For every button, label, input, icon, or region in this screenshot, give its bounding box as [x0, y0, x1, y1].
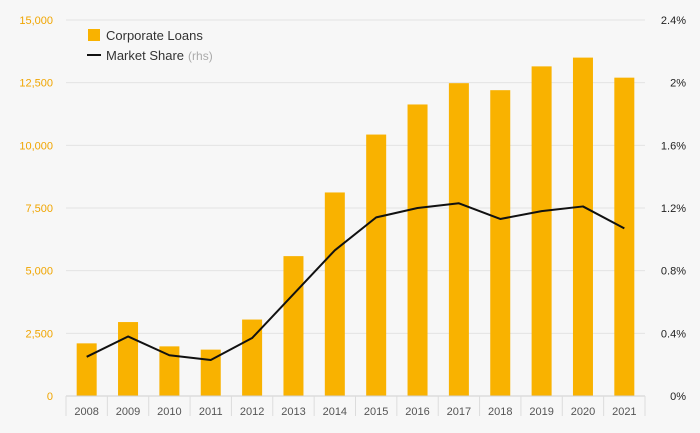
left-tick-label: 2,500 — [25, 328, 53, 340]
right-tick-label: 2% — [670, 78, 686, 90]
left-tick-label: 15,000 — [19, 15, 53, 27]
x-tick-label: 2016 — [405, 406, 429, 418]
axes — [65, 395, 646, 416]
right-tick-label: 1.2% — [661, 203, 686, 215]
market-share-line — [86, 202, 625, 361]
right-axis: 0% 0.4% 0.8% 1.2% 1.6% 2% 2.4% — [661, 15, 686, 403]
x-axis: 2008 2009 2010 2011 2012 2013 2014 2015 2016 2017… — [74, 406, 636, 418]
bar-2020 — [572, 57, 593, 396]
bar-2011 — [200, 349, 221, 396]
bar-2014 — [324, 192, 345, 396]
x-tick-label: 2019 — [529, 406, 553, 418]
bar-2008 — [76, 343, 97, 396]
x-tick-label: 2021 — [612, 406, 636, 418]
grid — [66, 19, 645, 334]
bars — [76, 57, 635, 397]
left-tick-label: 10,000 — [19, 140, 53, 152]
x-tick-label: 2008 — [74, 406, 98, 418]
left-axis: 0 2,500 5,000 7,500 10,000 12,500 15,000 — [19, 15, 53, 403]
bar-2010 — [159, 346, 180, 396]
bar-2021 — [614, 77, 635, 397]
legend-label-market-share: Market Share (rhs) — [106, 48, 213, 63]
right-tick-label: 0.8% — [661, 266, 686, 278]
legend-swatch-bar — [88, 29, 100, 41]
legend-label-rhs: (rhs) — [188, 49, 213, 63]
x-tick-label: 2013 — [281, 406, 305, 418]
right-tick-label: 0.4% — [661, 328, 686, 340]
x-tick-label: 2010 — [157, 406, 181, 418]
left-tick-label: 5,000 — [25, 266, 53, 278]
bar-2019 — [531, 66, 552, 396]
bar-2009 — [118, 322, 139, 396]
x-tick-label: 2009 — [116, 406, 140, 418]
left-tick-label: 0 — [47, 391, 53, 403]
legend-label-market-share-name: Market Share — [106, 48, 184, 63]
x-tick-label: 2020 — [571, 406, 595, 418]
x-tick-label: 2014 — [323, 406, 347, 418]
x-tick-label: 2011 — [199, 406, 223, 418]
legend-label-corporate-loans: Corporate Loans — [106, 28, 203, 43]
line-series — [86, 202, 625, 361]
bar-2018 — [490, 90, 511, 396]
legend: Corporate Loans Market Share (rhs) — [87, 28, 213, 63]
x-tick-label: 2017 — [447, 406, 471, 418]
bar-2013 — [283, 256, 304, 396]
bar-2015 — [366, 134, 387, 396]
right-tick-label: 0% — [670, 391, 686, 403]
bar-2016 — [407, 104, 428, 396]
right-tick-label: 1.6% — [661, 140, 686, 152]
right-tick-label: 2.4% — [661, 15, 686, 27]
left-tick-label: 7,500 — [25, 203, 53, 215]
x-tick-label: 2015 — [364, 406, 388, 418]
x-tick-label: 2018 — [488, 406, 512, 418]
x-tick-label: 2012 — [240, 406, 264, 418]
left-tick-label: 12,500 — [19, 78, 53, 90]
bar-2017 — [448, 83, 469, 396]
bar-2012 — [242, 319, 263, 396]
